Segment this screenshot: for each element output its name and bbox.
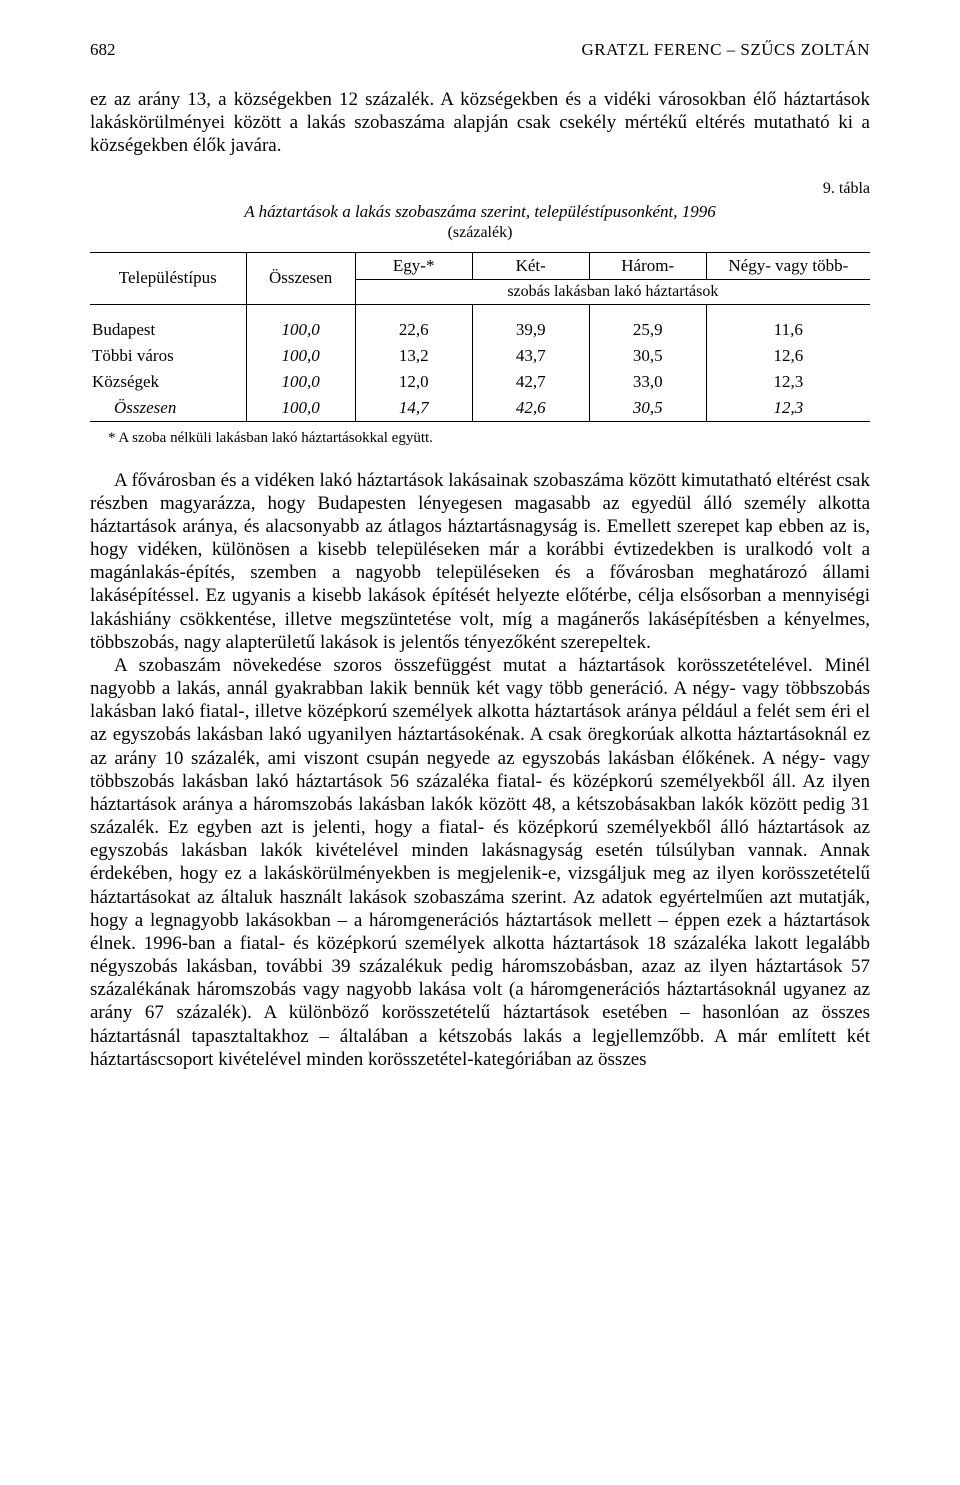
cell: 30,5 xyxy=(589,395,706,422)
body-paragraph-2: A szobaszám növekedése szoros összefüggé… xyxy=(90,654,870,1071)
cell: 33,0 xyxy=(589,369,706,395)
row-label: Összesen xyxy=(90,395,246,422)
table-row: Budapest 100,0 22,6 39,9 25,9 11,6 xyxy=(90,317,870,343)
cell: 25,9 xyxy=(589,317,706,343)
cell: 12,0 xyxy=(355,369,472,395)
page-number: 682 xyxy=(90,40,116,60)
cell: 30,5 xyxy=(589,343,706,369)
cell: 42,7 xyxy=(472,369,589,395)
body-paragraph-1: A fővárosban és a vidéken lakó háztartás… xyxy=(90,469,870,654)
cell: 12,3 xyxy=(706,395,870,422)
th-osszesen: Összesen xyxy=(246,252,355,304)
th-egy: Egy-* xyxy=(355,252,472,279)
cell: 43,7 xyxy=(472,343,589,369)
cell: 13,2 xyxy=(355,343,472,369)
table-row: Többi város 100,0 13,2 43,7 30,5 12,6 xyxy=(90,343,870,369)
cell: 100,0 xyxy=(246,317,355,343)
th-telepulestipus: Településtípus xyxy=(90,252,246,304)
cell: 100,0 xyxy=(246,369,355,395)
running-head-authors: GRATZL FERENC – SZŰCS ZOLTÁN xyxy=(581,40,870,60)
page: 682 GRATZL FERENC – SZŰCS ZOLTÁN ez az a… xyxy=(0,0,960,1111)
table-footnote: * A szoba nélküli lakásban lakó háztartá… xyxy=(90,430,870,447)
cell: 39,9 xyxy=(472,317,589,343)
table-title: A háztartások a lakás szobaszáma szerint… xyxy=(90,202,870,222)
th-ket: Két- xyxy=(472,252,589,279)
cell: 22,6 xyxy=(355,317,472,343)
th-subheader: szobás lakásban lakó háztartások xyxy=(355,279,870,304)
cell: 12,3 xyxy=(706,369,870,395)
row-label: Budapest xyxy=(90,317,246,343)
cell: 42,6 xyxy=(472,395,589,422)
row-label: Többi város xyxy=(90,343,246,369)
row-label: Községek xyxy=(90,369,246,395)
cell: 14,7 xyxy=(355,395,472,422)
th-harom: Három- xyxy=(589,252,706,279)
table-subtitle: (százalék) xyxy=(90,224,870,242)
cell: 12,6 xyxy=(706,343,870,369)
th-negy: Négy- vagy több- xyxy=(706,252,870,279)
cell: 100,0 xyxy=(246,343,355,369)
running-header: 682 GRATZL FERENC – SZŰCS ZOLTÁN xyxy=(90,40,870,60)
cell: 11,6 xyxy=(706,317,870,343)
table-label: 9. tábla xyxy=(90,180,870,198)
data-table: Településtípus Összesen Egy-* Két- Három… xyxy=(90,252,870,422)
table-row-total: Összesen 100,0 14,7 42,6 30,5 12,3 xyxy=(90,395,870,422)
table-row: Községek 100,0 12,0 42,7 33,0 12,3 xyxy=(90,369,870,395)
cell: 100,0 xyxy=(246,395,355,422)
intro-paragraph: ez az arány 13, a községekben 12 százalé… xyxy=(90,88,870,158)
